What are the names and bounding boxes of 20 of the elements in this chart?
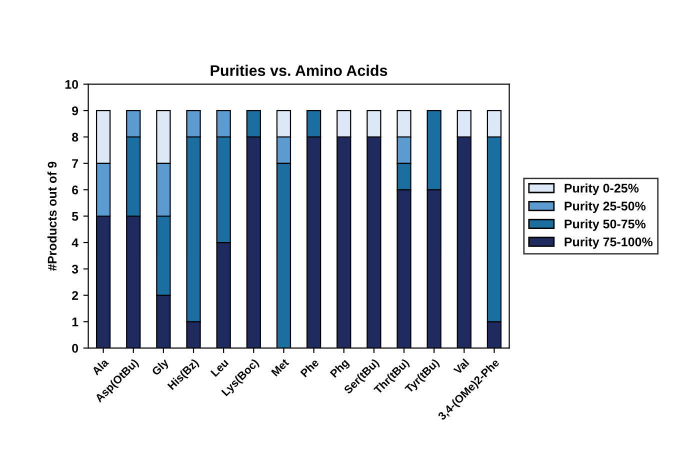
legend-label: Purity 50-75%: [564, 219, 646, 231]
y-tick-label: 6: [72, 186, 78, 194]
legend-label: Purity 75-100%: [564, 237, 653, 249]
y-tick-label: 4: [72, 238, 78, 248]
y-tick-label: 2: [72, 291, 78, 300]
chart-title: Purities vs. Amino Acids: [210, 64, 388, 76]
y-tick-label: 5: [72, 212, 78, 221]
y-tick-label: 9: [72, 106, 78, 116]
y-axis-title: #Products out of 9: [47, 162, 57, 271]
y-tick-label: 0: [72, 344, 78, 353]
y-tick-label: 3: [72, 264, 78, 274]
y-tick-label: 7: [72, 159, 78, 168]
y-tick-label: 1: [72, 318, 78, 326]
y-tick-label: 10: [65, 80, 78, 89]
y-tick-label: 8: [72, 132, 78, 142]
x-tick-label: Phe: [300, 358, 320, 378]
legend-label: Purity 0-25%: [564, 183, 639, 196]
x-tick-label: Gly: [151, 358, 171, 378]
legend-label: Purity 25-50%: [564, 201, 646, 213]
x-tick-label: Met: [271, 358, 290, 377]
